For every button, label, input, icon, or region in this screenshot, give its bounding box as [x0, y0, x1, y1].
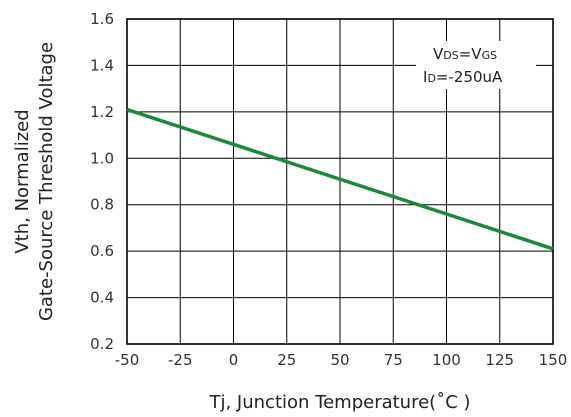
x-tick-label: 75 — [384, 351, 403, 369]
x-tick-label: 50 — [330, 351, 349, 369]
y-tick-label: 0.4 — [90, 289, 114, 307]
y-tick-label: 0.2 — [90, 335, 114, 353]
x-tick-labels: -50 -25 0 25 50 75 100 125 150 — [115, 351, 568, 369]
x-axis-title: Tj, Junction Temperature(˚C ) — [208, 392, 470, 413]
y-tick-label: 0.8 — [90, 196, 114, 214]
y-tick-label: 1.2 — [90, 103, 114, 121]
annotation-condition-id: ID=-250uA — [423, 68, 503, 86]
y-tick-labels: 0.2 0.4 0.6 0.8 1.0 1.2 1.4 1.6 — [90, 10, 114, 353]
y-tick-label: 1.4 — [90, 56, 114, 74]
x-tick-label: 125 — [485, 351, 514, 369]
x-tick-label: -25 — [168, 351, 193, 369]
x-tick-label: 0 — [229, 351, 239, 369]
x-tick-label: -50 — [115, 351, 140, 369]
x-tick-label: 25 — [277, 351, 296, 369]
y-axis-title-line2: Gate-Source Threshold Voltage — [36, 42, 57, 321]
y-axis-title-line1: Vth, Normalized — [12, 109, 33, 253]
x-tick-label: 100 — [432, 351, 461, 369]
legend-annotation: VDS=VGS ID=-250uA — [416, 41, 536, 89]
annotation-background — [416, 41, 536, 89]
series-line — [126, 107, 554, 251]
y-tick-label: 1.0 — [90, 149, 114, 167]
x-tick-label: 150 — [539, 351, 568, 369]
series-layer — [126, 107, 554, 251]
y-tick-label: 1.6 — [90, 10, 114, 28]
plot-frame — [126, 18, 554, 345]
annotation-condition-vds-vgs: VDS=VGS — [433, 45, 497, 63]
y-tick-label: 0.6 — [90, 242, 114, 260]
